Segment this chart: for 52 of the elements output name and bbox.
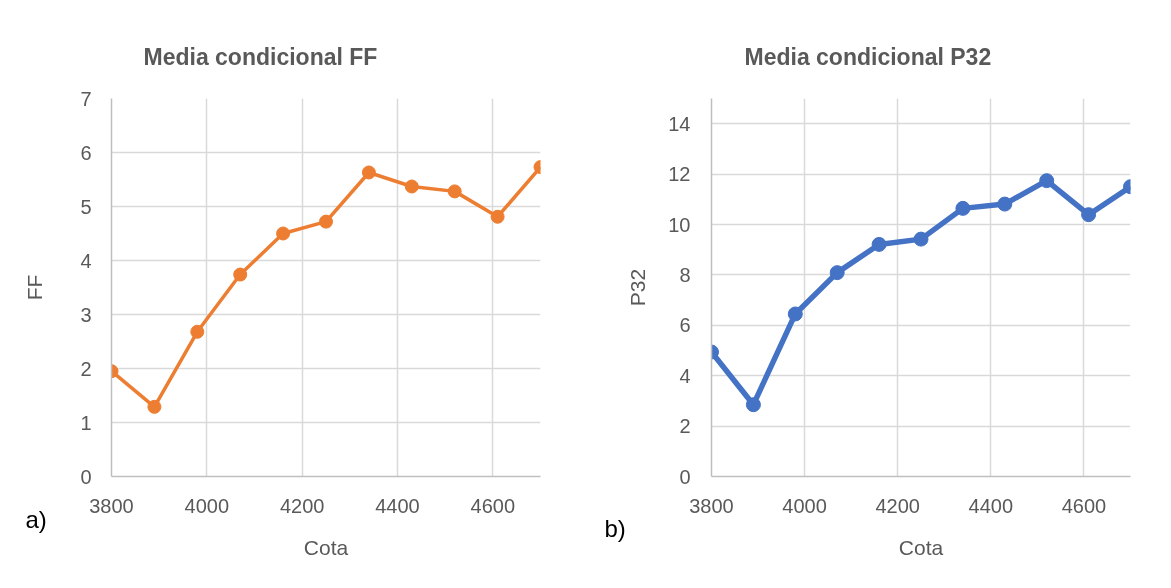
y-axis-title: FF	[23, 274, 47, 301]
point	[1081, 207, 1097, 223]
y-tick-label: 2	[679, 415, 691, 438]
y-tick-label: 10	[668, 213, 691, 236]
point	[190, 324, 205, 339]
point	[276, 226, 291, 241]
point	[147, 399, 162, 414]
point	[745, 397, 761, 413]
y-tick-label: 0	[679, 465, 691, 488]
x-tick-label: 4200	[875, 494, 920, 517]
chart-title: Media condicional FF	[143, 43, 378, 70]
x-tick-label: 3800	[689, 494, 734, 517]
point	[490, 209, 505, 224]
point	[787, 306, 803, 322]
y-tick-label: 4	[80, 249, 92, 272]
x-axis-title: Cota	[898, 535, 944, 559]
y-tick-label: 0	[80, 465, 92, 488]
y-tick-label: 1	[80, 411, 92, 434]
point	[871, 236, 887, 252]
point	[319, 214, 333, 229]
y-axis-title: P32	[626, 268, 650, 307]
x-tick-label: 4000	[184, 494, 230, 517]
y-tick-label: 7	[80, 87, 92, 110]
point	[1039, 173, 1055, 189]
point	[829, 265, 845, 281]
y-tick-label: 4	[679, 364, 691, 387]
y-tick-label: 14	[668, 112, 691, 135]
y-tick-label: 3	[80, 303, 92, 326]
x-tick-label: 4400	[968, 494, 1014, 517]
y-tick-label: 2	[80, 357, 92, 380]
point	[404, 179, 419, 194]
x-tick-label: 4000	[782, 494, 827, 517]
x-axis-title: Cota	[303, 535, 349, 559]
x-tick-label: 4600	[470, 494, 516, 517]
x-tick-label: 4400	[375, 494, 420, 517]
y-tick-label: 5	[80, 195, 92, 218]
y-tick-label: 8	[679, 263, 691, 286]
x-tick-label: 4200	[279, 494, 325, 517]
point	[997, 196, 1013, 212]
x-tick-label: 4600	[1061, 494, 1107, 517]
point	[913, 231, 929, 247]
point	[447, 184, 462, 199]
text: b)	[604, 514, 626, 542]
y-tick-label: 6	[80, 141, 92, 164]
point	[233, 267, 248, 282]
point	[361, 165, 376, 180]
y-tick-label: 12	[668, 163, 691, 186]
text: a)	[25, 505, 47, 533]
y-tick-label: 6	[679, 314, 691, 337]
point	[955, 200, 971, 216]
chart-title: Media condicional P32	[744, 43, 992, 70]
x-tick-label: 3800	[89, 494, 134, 517]
